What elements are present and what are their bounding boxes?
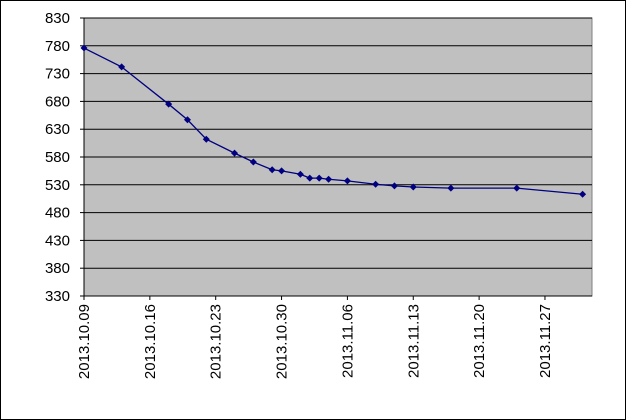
marker (315, 174, 323, 182)
y-tick-label: 680 (45, 93, 70, 110)
y-tick-label: 730 (45, 66, 70, 83)
marker (118, 63, 126, 71)
marker (447, 184, 455, 192)
marker (306, 174, 314, 182)
marker (80, 44, 88, 52)
marker (278, 167, 286, 175)
marker (390, 182, 398, 190)
marker (513, 184, 521, 192)
y-tick-label: 330 (45, 288, 70, 305)
marker (372, 180, 380, 188)
y-tick-label: 780 (45, 38, 70, 55)
y-tick-label: 480 (45, 205, 70, 222)
marker (249, 158, 257, 166)
marker (165, 100, 173, 108)
marker (231, 149, 239, 157)
marker (296, 170, 304, 178)
y-tick-label: 580 (45, 149, 70, 166)
x-tick-label: 2013.10.09 (76, 304, 93, 379)
marker (579, 190, 587, 198)
marker (183, 116, 191, 124)
marker (409, 183, 417, 191)
marker (268, 166, 276, 174)
marker (325, 175, 333, 183)
y-tick-label: 830 (45, 10, 70, 27)
x-tick-label: 2013.11.13 (405, 304, 422, 378)
y-tick-label: 380 (45, 260, 70, 277)
x-tick-label: 2013.11.06 (339, 304, 356, 378)
x-tick-label: 2013.10.16 (142, 304, 159, 379)
x-tick-label: 2013.10.30 (274, 304, 291, 379)
y-tick-label: 630 (45, 121, 70, 138)
y-tick-label: 530 (45, 177, 70, 194)
x-tick-label: 2013.11.20 (471, 304, 488, 378)
x-tick-label: 2013.11.27 (537, 304, 554, 378)
marker (202, 135, 210, 143)
marker (343, 177, 351, 185)
y-tick-label: 430 (45, 232, 70, 249)
x-tick-label: 2013.10.23 (208, 304, 225, 379)
